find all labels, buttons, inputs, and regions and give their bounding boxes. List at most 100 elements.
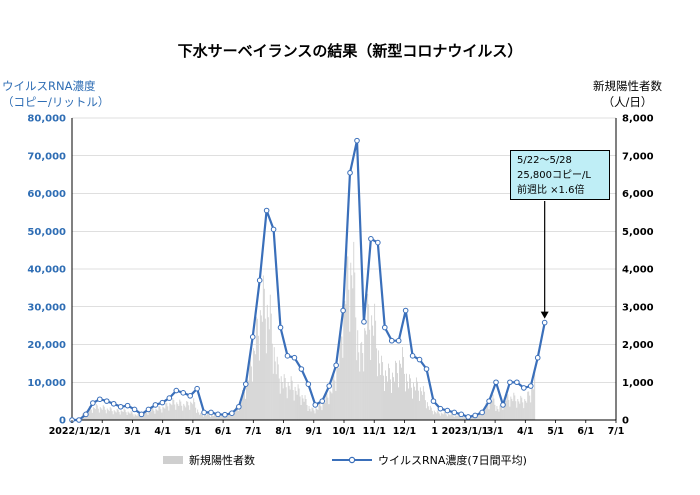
case-bar xyxy=(246,379,248,420)
rna-point xyxy=(173,387,180,394)
case-bar xyxy=(182,410,184,420)
case-bar xyxy=(318,403,320,420)
rna-point xyxy=(284,353,291,359)
case-bar xyxy=(219,415,220,420)
case-bar xyxy=(343,299,345,420)
case-bar xyxy=(94,409,96,420)
case-bar xyxy=(483,409,485,420)
case-bar xyxy=(514,395,516,420)
rna-point xyxy=(124,402,131,409)
case-bar xyxy=(487,405,489,420)
x-tick-label: 4/1 xyxy=(517,426,534,437)
case-bar xyxy=(145,410,147,420)
case-bar xyxy=(129,413,131,420)
x-tick-label: 9/1 xyxy=(305,426,322,437)
rna-point xyxy=(514,379,520,386)
case-bar xyxy=(356,360,358,420)
case-bar xyxy=(278,378,280,420)
case-bar xyxy=(453,416,455,420)
case-bar xyxy=(260,315,262,420)
case-bar xyxy=(409,374,410,420)
case-bar xyxy=(499,405,501,420)
case-bar xyxy=(400,363,401,420)
case-bar xyxy=(354,272,356,420)
case-bar xyxy=(117,409,119,420)
case-bar xyxy=(506,392,508,420)
case-bar xyxy=(407,381,408,420)
case-bar xyxy=(437,411,439,420)
case-bar xyxy=(224,417,225,420)
rna-point xyxy=(215,411,221,418)
case-bar xyxy=(233,412,234,420)
case-bar xyxy=(410,378,411,420)
rna-point xyxy=(277,324,284,331)
case-bar xyxy=(518,401,520,420)
case-bar xyxy=(193,398,195,420)
case-bar xyxy=(179,399,181,420)
case-bar xyxy=(183,403,185,420)
case-bar xyxy=(377,376,379,420)
case-bar xyxy=(388,363,389,420)
chart-title: 下水サーベイランスの結果（新型コロナウイルス） xyxy=(177,42,523,60)
case-bar xyxy=(382,362,384,420)
case-bar xyxy=(348,289,350,420)
case-bar xyxy=(519,403,521,420)
case-bar xyxy=(330,391,332,420)
case-bar xyxy=(422,386,424,420)
legend-bar-label: 新規陽性者数 xyxy=(189,454,255,467)
case-bar xyxy=(271,343,273,420)
case-bar xyxy=(459,416,461,420)
case-bar xyxy=(125,412,127,420)
case-bar xyxy=(295,390,297,420)
case-bar xyxy=(510,396,512,420)
case-bar xyxy=(464,415,466,420)
case-bar xyxy=(120,410,122,420)
case-bar xyxy=(384,391,386,420)
case-bar xyxy=(427,406,429,420)
legend-line-swatch xyxy=(332,456,372,464)
case-bar xyxy=(205,414,207,420)
case-bar xyxy=(359,371,361,420)
rna-point xyxy=(131,406,138,413)
rna-point xyxy=(83,411,89,418)
rna-point xyxy=(521,385,527,391)
case-bar xyxy=(227,415,228,420)
case-bar xyxy=(279,393,281,420)
case-bar xyxy=(242,389,243,420)
case-bar xyxy=(327,397,329,420)
case-bar xyxy=(413,386,415,420)
case-bar xyxy=(386,376,387,420)
rna-point xyxy=(159,399,166,406)
case-bar xyxy=(138,413,140,420)
case-bar xyxy=(455,415,457,420)
case-bar xyxy=(288,385,290,420)
case-bar xyxy=(126,415,128,420)
case-bar xyxy=(135,415,137,420)
case-bar xyxy=(206,415,208,420)
case-bar xyxy=(130,411,132,420)
case-bar xyxy=(492,394,494,420)
case-bar xyxy=(333,374,335,420)
case-bar xyxy=(252,348,254,420)
left-tick-label: 60,000 xyxy=(27,189,66,200)
case-bar xyxy=(192,404,194,420)
case-bar xyxy=(239,401,240,420)
right-tick-label: 0 xyxy=(622,416,629,427)
case-bar xyxy=(508,399,510,420)
rna-point xyxy=(103,398,110,404)
case-bar xyxy=(248,356,250,420)
case-bar xyxy=(152,408,154,420)
case-bar xyxy=(415,377,417,420)
case-bar xyxy=(440,412,442,420)
case-bar xyxy=(156,409,158,420)
case-bar xyxy=(369,329,371,420)
case-bar xyxy=(201,413,203,420)
case-bar xyxy=(338,368,340,420)
case-bar xyxy=(142,413,144,420)
case-bar xyxy=(149,411,151,420)
case-bar xyxy=(256,318,258,420)
case-bar xyxy=(315,408,317,420)
case-bar xyxy=(439,415,441,420)
rna-point xyxy=(423,366,430,372)
case-bar xyxy=(366,334,368,420)
